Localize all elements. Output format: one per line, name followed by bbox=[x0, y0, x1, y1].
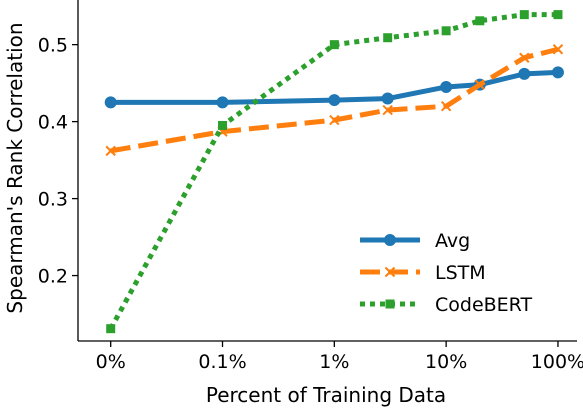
legend-marker bbox=[385, 299, 395, 309]
x-marker-stroke bbox=[384, 266, 396, 278]
y-tick-label: 0.2 bbox=[38, 266, 68, 288]
legend-item-lstm: LSTM bbox=[360, 262, 486, 284]
series-line-codebert bbox=[108, 12, 558, 330]
x-marker-stroke bbox=[552, 44, 564, 55]
series-codebert bbox=[106, 10, 563, 334]
data-point-avg bbox=[216, 96, 229, 109]
data-point-avg bbox=[518, 67, 531, 80]
data-point-lstm bbox=[552, 44, 564, 55]
legend-marker bbox=[384, 266, 396, 278]
legend-item-avg: Avg bbox=[360, 230, 470, 252]
data-point-lstm bbox=[382, 104, 393, 116]
legend: Avg LSTM CodeBERT bbox=[360, 230, 533, 316]
x-tick-label: 0.1% bbox=[198, 351, 246, 373]
series-line-avg bbox=[110, 69, 559, 105]
x-marker-stroke bbox=[329, 114, 340, 126]
data-point-avg bbox=[328, 94, 341, 107]
x-marker-stroke bbox=[440, 101, 452, 112]
data-point-avg bbox=[104, 96, 117, 109]
legend-label: LSTM bbox=[435, 262, 486, 284]
data-point-avg bbox=[381, 92, 394, 105]
data-point-codebert bbox=[329, 40, 339, 50]
data-point-codebert bbox=[218, 120, 228, 130]
x-marker-stroke bbox=[474, 79, 486, 90]
x-tick-label: 100% bbox=[531, 351, 583, 373]
legend-item-codebert: CodeBERT bbox=[360, 294, 533, 316]
y-tick-label: 0.3 bbox=[38, 189, 68, 211]
x-tick-label: 10% bbox=[425, 351, 467, 373]
data-point-codebert bbox=[553, 10, 563, 20]
data-point-lstm bbox=[329, 114, 340, 126]
y-tick-label: 0.4 bbox=[38, 112, 68, 134]
data-point-codebert bbox=[383, 33, 393, 43]
x-marker-stroke bbox=[105, 145, 116, 157]
x-marker-stroke bbox=[382, 104, 393, 116]
y-axis-ticks: 0.2 0.3 0.4 0.5 bbox=[38, 35, 78, 288]
data-point-lstm bbox=[105, 145, 116, 157]
data-point-avg bbox=[551, 66, 564, 79]
series-line-lstm bbox=[110, 46, 559, 154]
x-marker-stroke bbox=[519, 52, 530, 63]
data-point-lstm bbox=[440, 101, 452, 112]
x-axis-label: Percent of Training Data bbox=[206, 383, 446, 407]
legend-label: Avg bbox=[435, 230, 470, 252]
plot-area bbox=[77, 0, 577, 342]
x-tick-label: 1% bbox=[319, 351, 349, 373]
series-lstm bbox=[105, 44, 564, 157]
series-avg bbox=[104, 66, 564, 109]
legend-marker bbox=[384, 234, 396, 246]
legend-label: CodeBERT bbox=[435, 294, 533, 316]
data-point-avg bbox=[440, 80, 453, 93]
x-axis-ticks: 0% 0.1% 1% 10% 100% bbox=[96, 341, 583, 373]
data-point-codebert bbox=[519, 10, 529, 20]
data-point-codebert bbox=[106, 324, 116, 334]
data-point-codebert bbox=[441, 26, 451, 36]
data-point-lstm bbox=[519, 52, 530, 63]
x-tick-label: 0% bbox=[96, 351, 126, 373]
y-axis-label: Spearman's Rank Correlation bbox=[3, 22, 27, 313]
data-point-codebert bbox=[475, 16, 485, 26]
y-tick-label: 0.5 bbox=[38, 35, 68, 57]
data-point-lstm bbox=[474, 79, 486, 90]
